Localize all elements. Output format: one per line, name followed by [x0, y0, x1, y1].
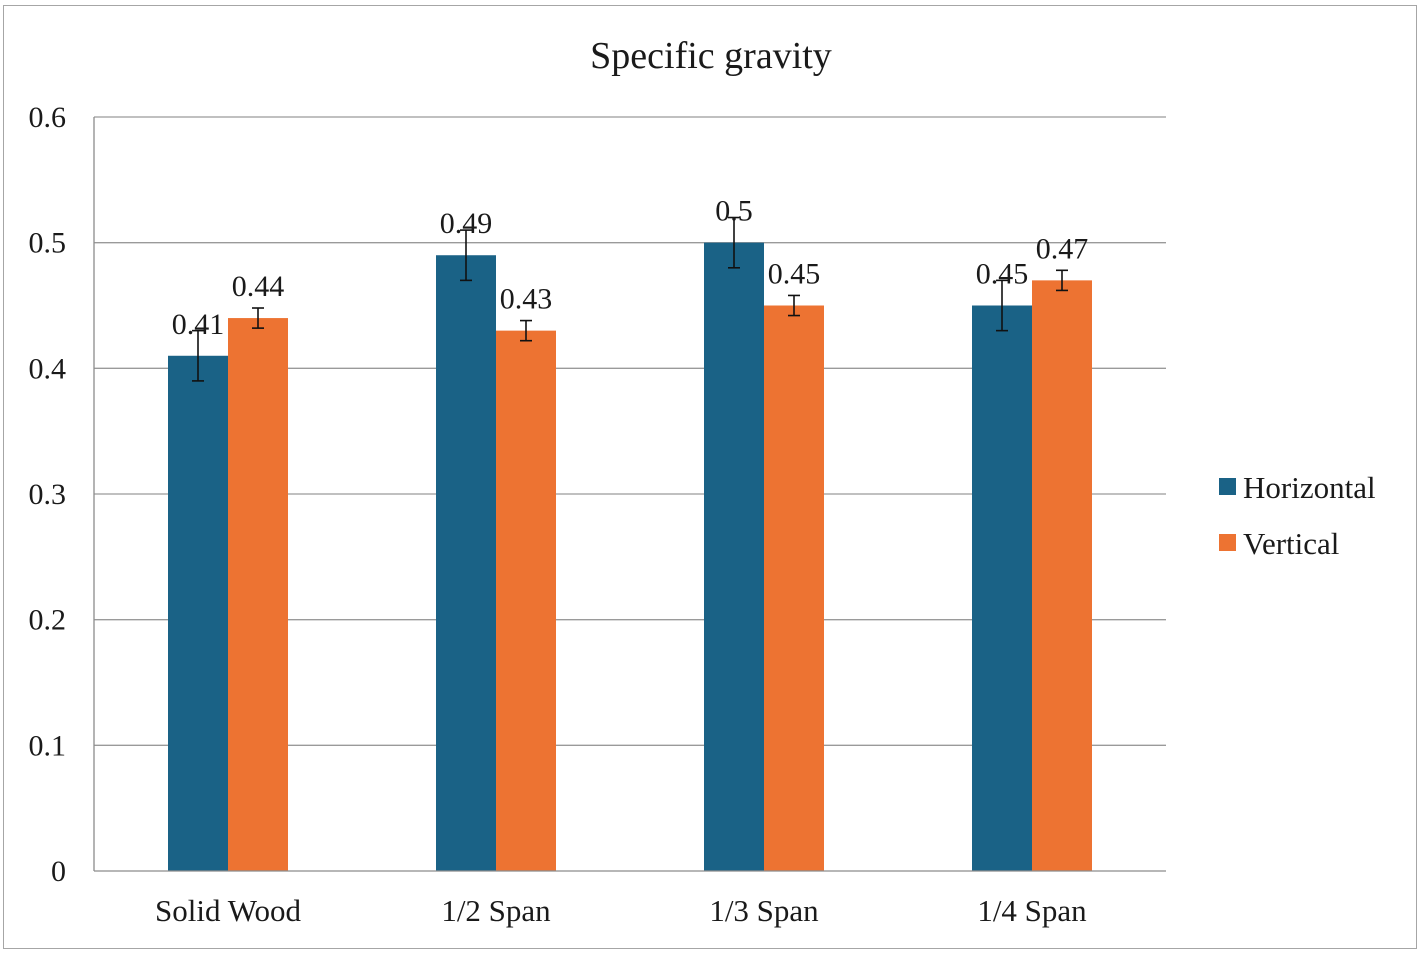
- y-tick-label: 0.5: [29, 227, 67, 260]
- bar-vertical: [1032, 280, 1092, 871]
- legend-item-horizontal[interactable]: Horizontal: [1219, 470, 1376, 505]
- data-label: 0.45: [976, 258, 1029, 291]
- bar-horizontal: [436, 255, 496, 871]
- bars: [168, 242, 1092, 872]
- error-bar: [192, 329, 204, 382]
- bar-horizontal: [972, 305, 1032, 871]
- legend-swatch: [1219, 478, 1236, 495]
- error-bars: [192, 216, 1068, 382]
- data-label: 0.44: [232, 270, 285, 303]
- y-tick-label: 0.1: [29, 729, 67, 762]
- data-label: 0.45: [768, 258, 821, 291]
- legend-item-vertical[interactable]: Vertical: [1219, 526, 1339, 561]
- error-bar: [996, 279, 1008, 332]
- error-bar: [788, 294, 800, 317]
- bar-vertical: [228, 318, 288, 872]
- error-bar: [728, 216, 740, 269]
- error-bar: [460, 229, 472, 282]
- error-bar: [1056, 269, 1068, 292]
- data-label: 0.41: [172, 308, 225, 341]
- legend-label: Vertical: [1243, 526, 1339, 561]
- bar-horizontal: [168, 355, 228, 871]
- y-tick-label: 0: [51, 855, 66, 888]
- data-label: 0.49: [440, 207, 493, 240]
- error-bar: [252, 307, 264, 329]
- y-tick-label: 0.6: [29, 101, 67, 134]
- y-tick-label: 0.3: [29, 478, 67, 511]
- bar-horizontal: [704, 242, 764, 871]
- y-tick-label: 0.2: [29, 604, 67, 637]
- data-label: 0.47: [1036, 232, 1089, 265]
- y-tick-label: 0.4: [29, 352, 67, 385]
- bar-vertical: [496, 330, 556, 872]
- x-category-label: 1/2 Span: [441, 893, 551, 928]
- x-category-label: Solid Wood: [155, 893, 301, 928]
- legend-swatch: [1219, 534, 1236, 551]
- y-axis-ticks: 0 0.1 0.2 0.3 0.4 0.5 0.6: [29, 101, 67, 888]
- x-category-label: 1/4 Span: [977, 893, 1087, 928]
- data-label: 0.5: [715, 195, 753, 228]
- error-bar: [520, 319, 532, 342]
- data-label: 0.43: [500, 283, 553, 316]
- x-axis: Solid Wood 1/2 Span 1/3 Span 1/4 Span: [93, 117, 1166, 928]
- bar-vertical: [764, 305, 824, 871]
- legend-label: Horizontal: [1243, 470, 1376, 505]
- x-category-label: 1/3 Span: [709, 893, 819, 928]
- data-labels: 0.410.440.490.430.50.45 0.450.47: [172, 195, 1089, 341]
- chart-title: Specific gravity: [590, 35, 832, 77]
- legend[interactable]: Horizontal Vertical: [1219, 470, 1376, 561]
